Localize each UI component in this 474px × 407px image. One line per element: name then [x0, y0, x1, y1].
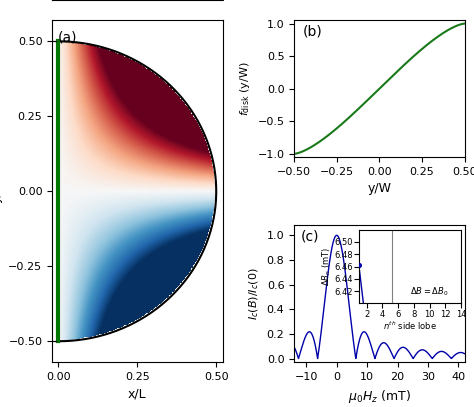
Y-axis label: $I_c(B)/I_c(0)$: $I_c(B)/I_c(0)$: [247, 267, 261, 320]
X-axis label: $\mu_0 H_z$ (mT): $\mu_0 H_z$ (mT): [348, 387, 411, 405]
Y-axis label: $f_\mathrm{disk}$ (y/W): $f_\mathrm{disk}$ (y/W): [238, 61, 252, 116]
Text: (c): (c): [301, 230, 319, 243]
Text: (a): (a): [57, 31, 77, 45]
Y-axis label: y/W: y/W: [0, 179, 3, 203]
Text: (b): (b): [302, 24, 322, 38]
X-axis label: y/W: y/W: [367, 182, 392, 195]
X-axis label: x/L: x/L: [128, 387, 146, 400]
